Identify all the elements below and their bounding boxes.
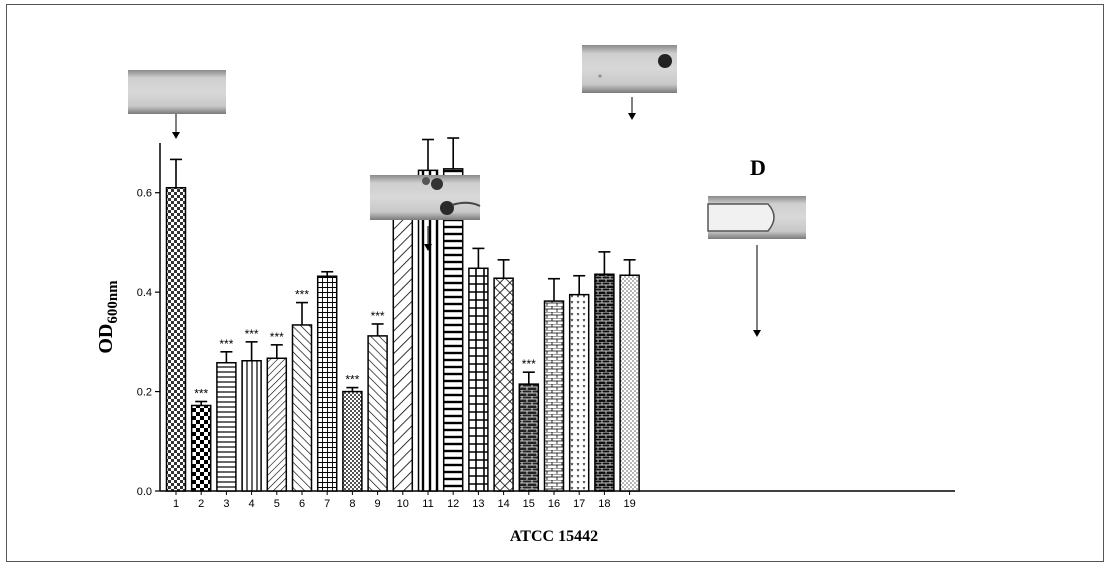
bar xyxy=(493,277,514,492)
x-tick-label: 14 xyxy=(497,498,509,510)
biofilm-aggregate xyxy=(658,54,672,68)
x-tick-label: 16 xyxy=(548,498,560,510)
bar-group-13 xyxy=(468,247,489,492)
x-tick-label: 6 xyxy=(299,498,305,510)
y-ticks: 0.0 0.2 0.4 0.6 xyxy=(137,188,160,498)
biofilm-cluster xyxy=(422,177,430,185)
bar-group-2: *** xyxy=(190,387,212,492)
callout-arrowhead xyxy=(753,330,761,337)
x-tick-label: 3 xyxy=(223,498,229,510)
bar-group-10 xyxy=(392,184,414,492)
panel-label: D xyxy=(750,155,766,180)
micrograph-callout-7 xyxy=(370,175,481,251)
bar-group-16 xyxy=(543,277,565,492)
x-tick-label: 9 xyxy=(375,498,381,510)
significance-label: *** xyxy=(194,387,208,401)
x-tick-label: 15 xyxy=(523,498,535,510)
x-tick-label: 5 xyxy=(274,498,280,510)
bar xyxy=(619,274,640,492)
y-tick-label: 0.2 xyxy=(137,387,152,399)
bar-group-19 xyxy=(619,259,640,492)
significance-label: *** xyxy=(371,309,385,323)
y-tick-label: 0.0 xyxy=(137,486,152,498)
y-axis-label: OD600nm xyxy=(95,280,121,354)
bar xyxy=(568,293,590,492)
biofilm-cluster xyxy=(431,178,443,190)
bar xyxy=(392,217,414,492)
bar-group-6: *** xyxy=(291,288,313,492)
bar-group-5: *** xyxy=(266,330,288,492)
micrograph-callout-12 xyxy=(582,45,677,120)
significance-label: *** xyxy=(295,288,309,302)
x-tick-label: 1 xyxy=(173,498,179,510)
biofilm-cluster xyxy=(440,201,454,215)
bar xyxy=(342,390,363,492)
biofilm-smear xyxy=(451,201,481,207)
bar xyxy=(316,275,338,492)
callout-arrowhead xyxy=(172,132,180,139)
bar-group-4: *** xyxy=(241,327,262,492)
micrograph-callout-1 xyxy=(128,70,226,139)
bar-group-17 xyxy=(568,274,590,492)
bar xyxy=(266,357,288,492)
significance-label: *** xyxy=(345,373,359,387)
bar-group-3: *** xyxy=(216,337,237,492)
x-tick-label: 19 xyxy=(623,498,635,510)
x-tick-label: 18 xyxy=(598,498,610,510)
significance-label: *** xyxy=(245,327,259,341)
y-axis-label-sub: 600nm xyxy=(105,280,121,324)
x-tick-label: 2 xyxy=(198,498,204,510)
bar xyxy=(468,267,489,492)
x-tick-label: 7 xyxy=(324,498,330,510)
y-axis-label-main: OD xyxy=(95,324,117,354)
bar xyxy=(216,361,237,492)
significance-label: *** xyxy=(270,330,284,344)
x-ticks: 1 2 3 4 5 6 7 8 9 10 11 12 13 14 15 16 17 18 19 xyxy=(173,491,636,510)
bar-group-8: *** xyxy=(342,373,363,492)
bar xyxy=(594,273,615,492)
micrograph-callout-15 xyxy=(707,196,806,337)
x-axis-label: ATCC 15442 xyxy=(510,528,598,545)
cleared-region xyxy=(707,203,775,232)
y-tick-label: 0.4 xyxy=(137,287,152,299)
micrograph-image xyxy=(128,70,226,114)
bar xyxy=(518,383,540,492)
x-tick-label: 11 xyxy=(422,498,433,510)
debris xyxy=(598,74,602,78)
callout-arrowhead xyxy=(628,113,636,120)
x-tick-label: 4 xyxy=(249,498,255,510)
bar xyxy=(190,404,212,492)
x-tick-label: 10 xyxy=(397,498,409,510)
micrograph-image xyxy=(582,45,677,93)
bar-group-1 xyxy=(165,158,187,492)
x-tick-label: 13 xyxy=(472,498,484,510)
bar xyxy=(291,324,313,492)
y-tick-label: 0.6 xyxy=(137,188,152,200)
callout-arrowhead xyxy=(424,244,432,251)
x-tick-label: 8 xyxy=(349,498,355,510)
bar-group-9: *** xyxy=(367,309,388,492)
bar-group-18 xyxy=(594,251,615,492)
x-tick-label: 17 xyxy=(573,498,585,510)
bar-group-14 xyxy=(493,259,514,492)
bar-group-7 xyxy=(316,270,338,492)
bar xyxy=(241,359,262,492)
significance-label: *** xyxy=(522,357,536,371)
bars: *** *** *** *** *** *** *** *** xyxy=(165,137,640,492)
bar xyxy=(543,300,565,492)
bar-group-15: *** xyxy=(518,357,540,492)
x-tick-label: 12 xyxy=(447,498,459,510)
significance-label: *** xyxy=(219,337,233,351)
bar xyxy=(367,335,388,492)
bar xyxy=(165,186,187,492)
